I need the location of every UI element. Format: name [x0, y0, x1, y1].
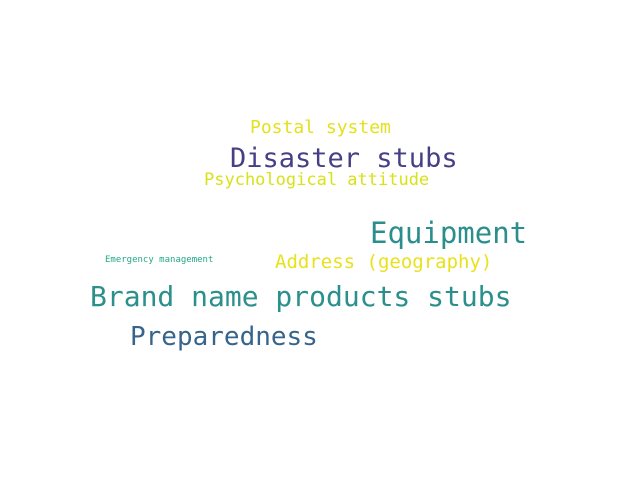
- word-emergency-management: Emergency management: [105, 255, 214, 265]
- word-preparedness: Preparedness: [130, 322, 318, 352]
- word-address-geography: Address (geography): [275, 251, 493, 273]
- word-equipment: Equipment: [370, 216, 528, 250]
- word-postal-system: Postal system: [250, 117, 391, 138]
- word-disaster-stubs: Disaster stubs: [230, 143, 458, 174]
- word-brand-name-products-stubs: Brand name products stubs: [90, 280, 512, 313]
- word-psychological-attitude: Psychological attitude: [204, 170, 430, 190]
